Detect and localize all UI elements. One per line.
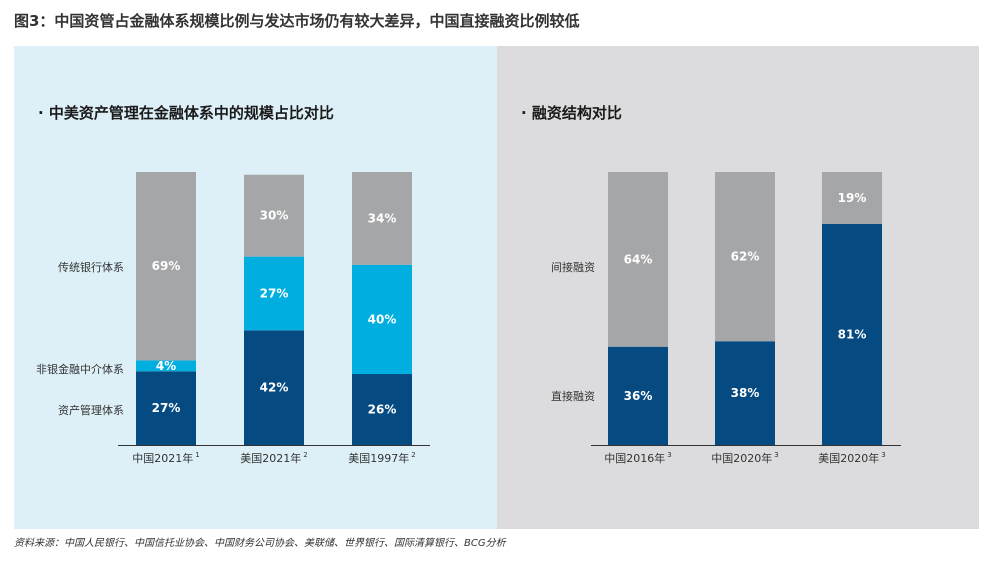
category-footnote-mark: 3: [667, 451, 671, 459]
data-label: 4%: [156, 359, 176, 373]
category-label-text: 中国2021年: [132, 451, 193, 465]
category-label-text: 中国2016年: [604, 451, 665, 465]
series-legend-label: 非银金融中介体系: [36, 362, 124, 376]
bar-segment-资产管理体系-美国2021年: [244, 330, 304, 445]
bar-segment-非银金融中介体系-美国1997年: [352, 264, 412, 375]
category-label: 美国1997年 2: [348, 451, 415, 465]
category-label-text: 美国2020年: [818, 451, 879, 465]
left-chart-panel: · 中美资产管理在金融体系中的规模占比对比 27% 4% 69% 中国2021年 1 42…: [14, 46, 497, 529]
bar-segment-传统银行体系-中国2021年: [136, 172, 196, 361]
data-label: 34%: [368, 211, 397, 225]
bar-segment-间接融资-中国2016年: [608, 172, 668, 347]
bar-segment-间接融资-中国2020年: [715, 172, 775, 342]
category-label-text: 美国1997年: [348, 451, 409, 465]
right-chart-panel: · 融资结构对比 36% 64% 中国2016年 3 38% 62% 中国2020年 3 81%…: [497, 46, 979, 529]
right-chart-svg: 36%64%中国2016年 338%62%中国2020年 381%19%美国2020…: [551, 172, 901, 465]
data-label: 62%: [731, 250, 760, 264]
bar-segment-资产管理体系-中国2021年: [136, 371, 196, 445]
category-label: 中国2016年 3: [604, 451, 671, 465]
category-footnote-mark: 1: [195, 451, 199, 459]
series-legend-label: 传统银行体系: [58, 260, 124, 274]
data-label: 27%: [260, 286, 289, 300]
series-legend-label: 间接融资: [551, 261, 595, 274]
bar-segment-非银金融中介体系-美国2021年: [244, 256, 304, 331]
bar-segment-资产管理体系-美国1997年: [352, 374, 412, 445]
bar-segment-间接融资-美国2020年: [822, 172, 882, 224]
bar-segment-直接融资-美国2020年: [822, 223, 882, 445]
category-label: 中国2021年 1: [132, 451, 199, 465]
data-label: 38%: [731, 386, 760, 400]
bar-segment-直接融资-中国2016年: [608, 346, 668, 445]
category-footnote-mark: 2: [303, 451, 307, 459]
series-legend-label: 直接融资: [551, 389, 595, 403]
bar-segment-直接融资-中国2020年: [715, 341, 775, 445]
bar-segment-传统银行体系-美国2021年: [244, 174, 304, 257]
category-label-text: 美国2021年: [240, 451, 301, 465]
data-label: 64%: [624, 252, 653, 266]
figure-title: 图3：中国资管占金融体系规模比例与发达市场仍有较大差异，中国直接融资比例较低: [14, 12, 580, 30]
data-label: 27%: [152, 401, 181, 415]
left-chart-svg: 27%4%69%中国2021年 142%27%30%美国2021年 226%40%3…: [36, 172, 430, 465]
category-label-text: 中国2020年: [711, 451, 772, 465]
data-label: 36%: [624, 389, 653, 403]
data-label: 40%: [368, 312, 397, 326]
data-label: 19%: [838, 191, 867, 205]
category-label: 美国2021年 2: [240, 451, 307, 465]
bar-segment-传统银行体系-美国1997年: [352, 172, 412, 265]
data-label: 26%: [368, 403, 397, 417]
left-chart-title: · 中美资产管理在金融体系中的规模占比对比: [38, 104, 334, 122]
data-label: 81%: [838, 327, 867, 341]
data-label: 69%: [152, 259, 181, 273]
category-label: 中国2020年 3: [711, 451, 778, 465]
series-legend-label: 资产管理体系: [58, 403, 124, 417]
category-footnote-mark: 3: [881, 451, 885, 459]
source-note: 资料来源：中国人民银行、中国信托业协会、中国财务公司协会、美联储、世界银行、国际…: [14, 538, 506, 549]
bar-segment-非银金融中介体系-中国2021年: [136, 360, 196, 372]
data-label: 30%: [260, 209, 289, 223]
category-footnote-mark: 2: [411, 451, 415, 459]
data-label: 42%: [260, 381, 289, 395]
right-chart-title: · 融资结构对比: [521, 104, 622, 122]
category-footnote-mark: 3: [774, 451, 778, 459]
category-label: 美国2020年 3: [818, 451, 885, 465]
